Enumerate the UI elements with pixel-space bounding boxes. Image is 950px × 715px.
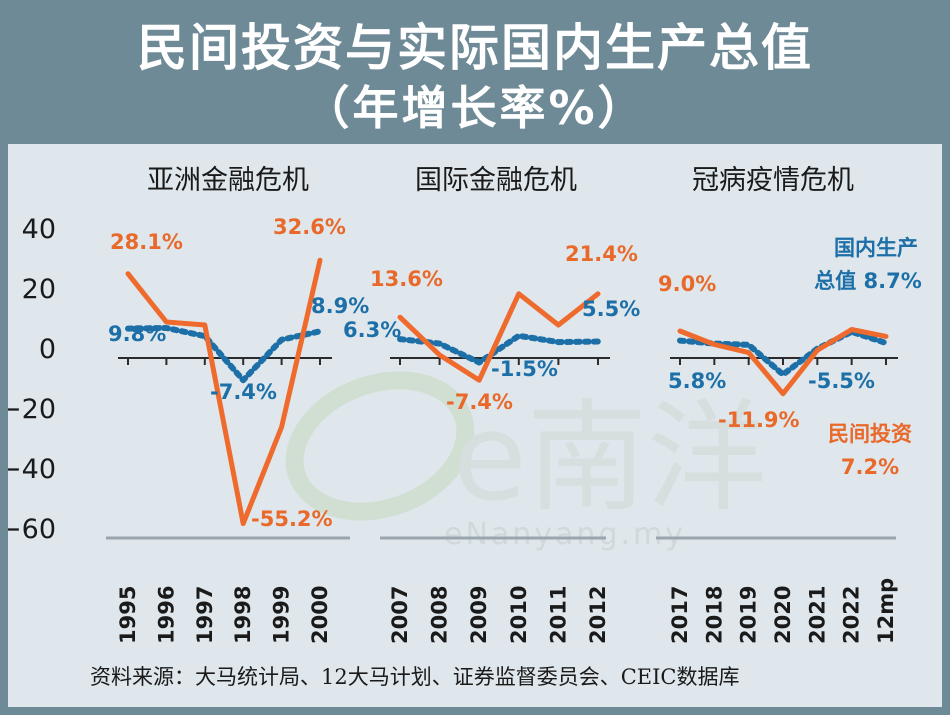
- panel-title-asian-crisis: 亚洲金融危机: [147, 165, 309, 196]
- panel-global-crisis: 2007 2008 2009 2010 2011 2012: [388, 291, 610, 644]
- inv-legend-line2: 7.2%: [841, 455, 899, 479]
- gdp-series-line: [397, 332, 601, 366]
- x-tick-label: 2017: [668, 586, 692, 644]
- source-note: 资料来源：大马统计局、12大马计划、证券监督委员会、CEIC数据库: [90, 665, 739, 689]
- gdp-label-2000: 8.9%: [311, 294, 369, 318]
- x-tick-label: 2019: [737, 586, 761, 644]
- inv-label-2009: -7.4%: [446, 390, 513, 414]
- gdp-series-line: [125, 325, 323, 384]
- inv-label-2020: -11.9%: [718, 408, 800, 432]
- x-tick-label: 1995: [116, 586, 140, 644]
- inv-label-1998: -55.2%: [251, 507, 333, 531]
- inv-label-2017: 9.0%: [658, 272, 716, 296]
- x-tick-label: 2011: [546, 586, 570, 644]
- x-tick-label: 1996: [154, 586, 178, 644]
- x-tick-label: 2007: [388, 586, 412, 644]
- gdp-legend-line2: 总值 8.7%: [814, 269, 922, 293]
- x-tick-label: 2009: [467, 586, 491, 644]
- x-tick-label: 1999: [270, 586, 294, 644]
- investment-series-line: [677, 327, 889, 397]
- x-tick-label: 1997: [193, 586, 217, 644]
- inv-label-2007: 13.6%: [370, 267, 443, 291]
- inv-label-2000: 32.6%: [273, 215, 346, 239]
- y-tick-label: −20: [8, 394, 56, 425]
- y-tick-label: −40: [8, 454, 56, 485]
- investment-series-line: [125, 257, 323, 527]
- x-tick-label: 2022: [840, 586, 864, 644]
- chart-title: 民间投资与实际国内生产总值: [137, 19, 813, 77]
- chart-subtitle: （年增长率%）: [303, 81, 647, 135]
- inv-legend-line1: 民间投资: [828, 422, 912, 446]
- investment-series-line: [397, 291, 601, 383]
- gdp-label-2012: 5.5%: [582, 297, 640, 321]
- watermark-url: eNanyang.my: [444, 517, 686, 552]
- panel-title-global-crisis: 国际金融危机: [415, 165, 577, 196]
- y-tick-label: 0: [39, 334, 56, 365]
- header: 民间投资与实际国内生产总值 （年增长率%）: [0, 0, 950, 142]
- watermark-logo-ring: [285, 371, 475, 521]
- gdp-label-2017: 5.8%: [668, 369, 726, 393]
- inv-label-2012: 21.4%: [565, 242, 638, 266]
- panel-covid-crisis: 2017 2018 2019 2020 2021 2022 12mp: [668, 327, 898, 644]
- x-tick-label: 1998: [231, 586, 255, 644]
- panel-asian-crisis: 1995 1996 1997 1998 1999 2000: [116, 257, 332, 644]
- chart-panel: e南洋 eNanyang.my 亚洲金融危机 国际金融危机 冠病疫情危机 40 …: [8, 144, 942, 707]
- y-axis: 40 20 0 −20 −40 −60: [8, 214, 56, 545]
- x-tick-label: 2000: [308, 586, 332, 644]
- watermark-logo-text: e南洋: [453, 389, 767, 528]
- x-tick-label: 2010: [507, 586, 531, 644]
- x-tick-label: 2021: [805, 586, 829, 644]
- gdp-label-2020: -5.5%: [808, 369, 875, 393]
- gdp-legend-line1: 国内生产: [834, 236, 918, 260]
- x-tick-label: 2008: [428, 586, 452, 644]
- x-tick-label: 2012: [586, 586, 610, 644]
- panel-title-covid-crisis: 冠病疫情危机: [692, 165, 854, 196]
- x-tick-label: 2020: [771, 586, 795, 644]
- y-tick-label: 40: [22, 214, 56, 245]
- gdp-label-2009: -1.5%: [491, 357, 558, 381]
- x-tick-label: 12mp: [874, 578, 898, 644]
- gdp-label-1995: 9.8%: [108, 322, 166, 346]
- y-tick-label: −60: [8, 514, 56, 545]
- chart-svg: e南洋 eNanyang.my 亚洲金融危机 国际金融危机 冠病疫情危机 40 …: [8, 165, 922, 689]
- gdp-label-2007: 6.3%: [343, 318, 401, 342]
- watermark: e南洋 eNanyang.my: [285, 371, 767, 552]
- y-tick-label: 20: [22, 274, 56, 305]
- x-tick-label: 2018: [702, 586, 726, 644]
- gdp-label-1998: -7.4%: [210, 380, 277, 404]
- inv-label-1995: 28.1%: [110, 230, 183, 254]
